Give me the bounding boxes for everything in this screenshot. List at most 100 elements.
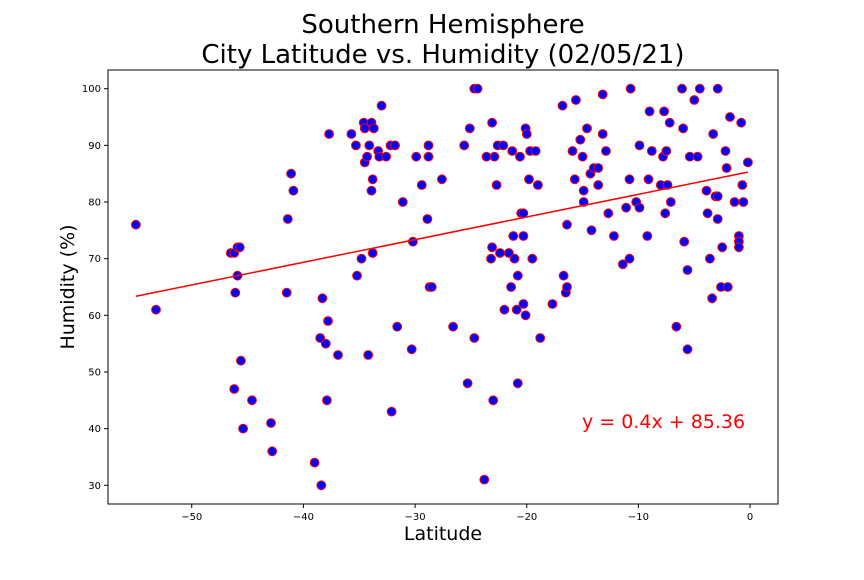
x-tick-label: 0 [747,512,753,523]
data-point [743,157,753,168]
data-point [729,197,740,207]
data-point [411,151,422,162]
data-point [625,83,636,94]
y-tick-label: 90 [88,141,101,152]
data-point [578,197,589,207]
data-point [617,259,628,270]
data-point [506,282,517,292]
data-point [677,83,687,94]
data-point [333,350,343,360]
data-point [621,202,631,213]
data-point [524,174,534,185]
data-point [664,117,675,128]
data-point [288,185,299,196]
y-tick-label: 100 [82,84,101,95]
data-point [644,106,655,117]
data-point [661,146,672,156]
x-tick-label: −20 [516,512,537,523]
y-tick-label: 30 [88,481,101,492]
data-point [363,350,374,360]
data-point [364,140,375,151]
y-axis-label: Humidity (%) [57,224,79,349]
x-axis-label: Latitude [404,523,482,545]
data-point [665,197,676,207]
chart-title-line-1: Southern Hemisphere [301,10,584,40]
data-point [376,100,387,111]
data-point [286,168,297,179]
data-point [535,333,546,343]
data-point [518,231,529,241]
data-point [322,395,332,406]
data-point [582,123,592,134]
data-point [720,146,731,156]
y-tick-label: 70 [88,254,101,265]
regression-equation: y = 0.4x + 85.36 [582,411,745,433]
data-point [533,180,543,190]
data-point [479,474,490,485]
data-point [678,123,688,134]
data-point [367,248,378,258]
data-point [578,185,589,196]
data-point [586,225,597,236]
data-point [351,140,361,151]
data-point [569,174,580,185]
data-point [509,253,520,264]
data-point [423,140,434,151]
data-point [562,282,572,292]
data-point [737,180,748,190]
y-tick-label: 80 [88,198,101,209]
data-point [682,265,693,275]
data-point [499,304,510,315]
data-point [722,282,733,292]
data-point [266,418,276,428]
data-point [707,293,717,304]
data-point [151,304,161,315]
data-point [487,242,498,253]
data-point [682,344,693,355]
data-point [491,180,502,190]
data-point [416,180,427,190]
data-point [320,338,331,349]
data-point [702,208,713,219]
data-point [717,242,728,253]
data-point [518,299,529,309]
data-point [558,270,569,281]
data-point [692,151,703,162]
data-point [562,219,572,230]
data-point [236,355,246,366]
regression-line [135,171,748,298]
data-point [694,83,705,94]
data-point [624,174,635,185]
data-point [701,185,712,196]
data-point [131,219,141,230]
data-point [721,163,732,173]
data-point [381,151,392,162]
data-point [689,95,700,105]
data-point [309,457,320,468]
data-point [593,163,604,173]
data-point [426,282,437,292]
data-point [515,151,525,162]
data-point [659,106,669,117]
data-point [423,151,434,162]
data-point [643,174,654,185]
data-point [530,146,541,156]
data-point [437,174,447,185]
y-tick-label: 60 [88,311,101,322]
data-point [234,242,245,253]
chart-title-line-2: City Latitude vs. Humidity (02/05/21) [201,40,684,70]
data-point [593,180,604,190]
data-point [725,112,735,122]
data-point [520,310,531,321]
data-point [229,384,240,394]
data-point [352,270,362,281]
data-point [577,151,588,162]
data-point [567,146,578,156]
data-point [422,214,433,224]
data-point [487,117,498,128]
data-point [366,185,377,196]
x-tick-label: −50 [181,512,202,523]
data-point [247,395,257,406]
